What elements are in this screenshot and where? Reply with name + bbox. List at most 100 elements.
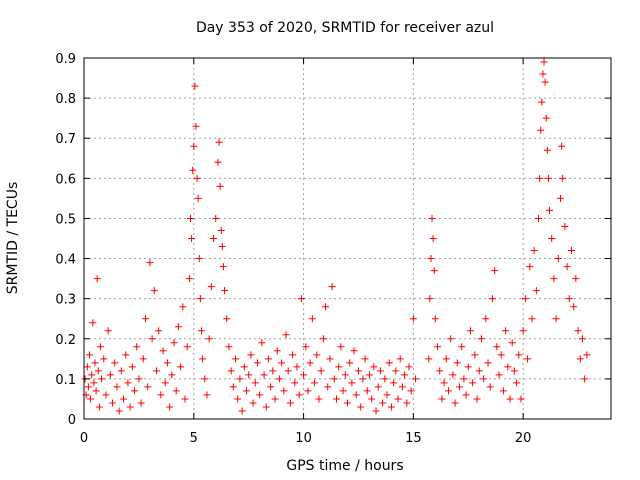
data-point: [532, 287, 540, 295]
data-point: [447, 335, 455, 343]
data-point: [567, 247, 575, 255]
data-point: [306, 359, 314, 367]
data-point: [330, 375, 338, 383]
data-point: [499, 387, 507, 395]
data-point: [453, 359, 461, 367]
data-point: [313, 351, 321, 359]
y-tick-label: 0.9: [55, 52, 76, 67]
data-point: [115, 407, 123, 415]
data-point: [181, 395, 189, 403]
data-point: [365, 371, 373, 379]
y-tick-label: 0.3: [55, 293, 76, 308]
data-point: [469, 379, 477, 387]
data-point: [519, 327, 527, 335]
data-point: [215, 138, 223, 146]
data-point: [556, 194, 564, 202]
data-point: [442, 355, 450, 363]
data-point: [262, 403, 270, 411]
x-tick-label: 0: [80, 431, 88, 446]
data-point: [390, 379, 398, 387]
data-point: [102, 391, 110, 399]
data-point: [352, 391, 360, 399]
data-point: [183, 343, 191, 351]
data-point: [412, 375, 420, 383]
data-point: [368, 395, 376, 403]
data-point: [124, 379, 132, 387]
data-point: [293, 363, 301, 371]
data-point: [427, 255, 435, 263]
data-point: [319, 335, 327, 343]
data-point: [185, 275, 193, 283]
data-point: [559, 174, 567, 182]
data-point: [392, 367, 400, 375]
data-point: [344, 399, 351, 407]
data-point: [135, 375, 143, 383]
data-point: [376, 367, 384, 375]
data-point: [403, 399, 411, 407]
data-point: [229, 383, 237, 391]
data-point: [90, 379, 98, 387]
data-point: [120, 395, 128, 403]
data-point: [159, 347, 167, 355]
data-point: [574, 327, 582, 335]
data-point: [139, 355, 147, 363]
data-point: [161, 379, 169, 387]
data-point: [92, 387, 100, 395]
y-axis-label: SRMTID / TECUs: [5, 182, 21, 295]
data-point: [513, 379, 521, 387]
data-point: [521, 295, 529, 303]
data-point: [576, 355, 584, 363]
data-point: [191, 82, 199, 90]
data-point: [186, 214, 194, 222]
y-tick-label: 0.1: [55, 373, 76, 388]
data-point: [385, 359, 393, 367]
data-point: [128, 363, 136, 371]
data-point: [379, 399, 387, 407]
data-point: [203, 391, 211, 399]
data-point: [546, 206, 554, 214]
data-point: [157, 391, 165, 399]
data-point: [350, 347, 358, 355]
data-point: [89, 319, 97, 327]
data-point: [174, 323, 182, 331]
data-point: [383, 391, 391, 399]
data-point: [201, 375, 209, 383]
data-point: [271, 395, 279, 403]
plot-frame: [83, 57, 612, 420]
data-point: [93, 275, 101, 283]
data-point: [426, 295, 434, 303]
data-point: [488, 295, 496, 303]
x-axis-label: GPS time / hours: [286, 458, 403, 474]
data-point: [234, 395, 242, 403]
data-point: [166, 403, 174, 411]
data-point: [407, 387, 415, 395]
data-point: [504, 363, 512, 371]
data-point: [502, 327, 510, 335]
data-point: [225, 343, 233, 351]
data-point: [530, 247, 538, 255]
data-point: [260, 371, 268, 379]
x-tick-label: 15: [405, 431, 422, 446]
data-point: [346, 359, 354, 367]
data-point: [267, 383, 275, 391]
data-point: [133, 343, 141, 351]
data-point: [324, 383, 332, 391]
data-point: [247, 351, 255, 359]
data-point: [558, 142, 566, 150]
data-point: [401, 371, 409, 379]
data-point: [539, 70, 547, 78]
data-point: [210, 235, 218, 242]
y-tick-label: 0.4: [55, 253, 76, 268]
data-point: [322, 303, 330, 311]
data-point: [232, 355, 240, 363]
data-point: [148, 335, 156, 343]
data-point: [535, 214, 543, 222]
data-point: [339, 387, 347, 395]
data-point: [434, 343, 442, 351]
data-point: [197, 327, 205, 335]
data-point: [84, 383, 92, 391]
data-point: [552, 315, 560, 323]
x-tick-label: 5: [190, 431, 198, 446]
data-point: [493, 343, 501, 351]
y-tick-label: 0: [68, 413, 76, 428]
